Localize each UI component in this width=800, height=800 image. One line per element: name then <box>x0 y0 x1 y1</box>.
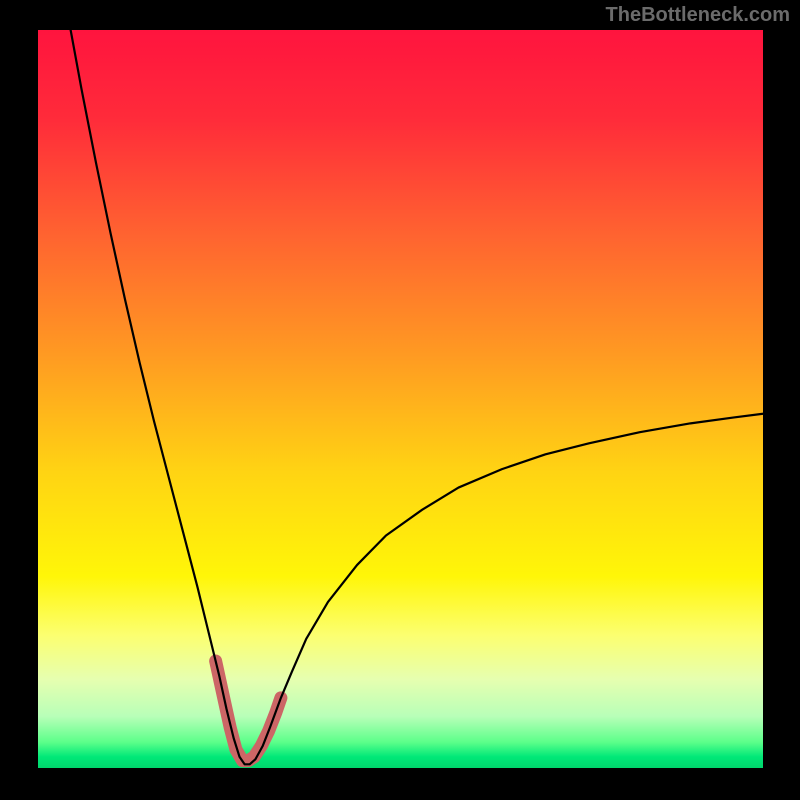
bottleneck-curve-plot <box>38 30 763 768</box>
watermark-text: TheBottleneck.com <box>606 4 790 27</box>
plot-area <box>38 30 763 768</box>
gradient-background <box>38 30 763 768</box>
chart-frame: TheBottleneck.com <box>0 0 800 800</box>
